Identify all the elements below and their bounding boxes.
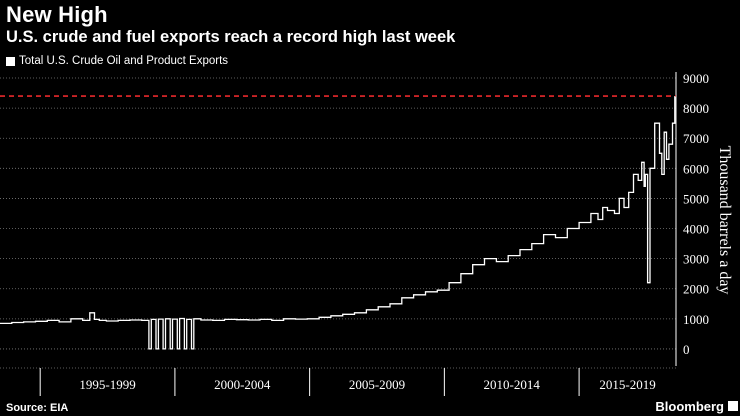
x-tick-label: 2000-2004	[214, 377, 271, 392]
x-tick-label: 2015-2019	[599, 377, 655, 392]
y-axis-title: Thousand barrels a day	[716, 146, 733, 295]
y-tick-label: 6000	[683, 161, 709, 176]
y-tick-label: 3000	[683, 252, 709, 267]
bloomberg-logo-icon	[728, 401, 738, 411]
chart-subtitle: U.S. crude and fuel exports reach a reco…	[6, 28, 456, 46]
series-line-exports	[0, 96, 676, 350]
y-tick-label: 8000	[683, 101, 709, 116]
source-note: Source: EIA	[6, 402, 69, 414]
y-tick-label: 9000	[683, 71, 709, 86]
y-tick-label: 1000	[683, 312, 709, 327]
y-tick-label: 7000	[683, 131, 709, 146]
x-tick-label: 2010-2014	[484, 377, 541, 392]
legend: Total U.S. Crude Oil and Product Exports	[6, 55, 228, 67]
bloomberg-logo: Bloomberg	[655, 399, 724, 414]
chart-svg: 0 1000 2000 3000 4000 5000 6000 7000 8000 9000 Tho…	[0, 71, 733, 396]
x-tick-label: 2005-2009	[349, 377, 405, 392]
legend-swatch	[6, 56, 15, 66]
y-tick-label: 2000	[683, 282, 709, 297]
y-tick-label: 0	[683, 342, 690, 357]
legend-label: Total U.S. Crude Oil and Product Exports	[19, 55, 229, 67]
y-tick-label: 5000	[683, 191, 709, 206]
chart-title: New High	[6, 2, 108, 27]
y-tick-label: 4000	[683, 222, 709, 237]
x-tick-label: 1995-1999	[79, 377, 135, 392]
